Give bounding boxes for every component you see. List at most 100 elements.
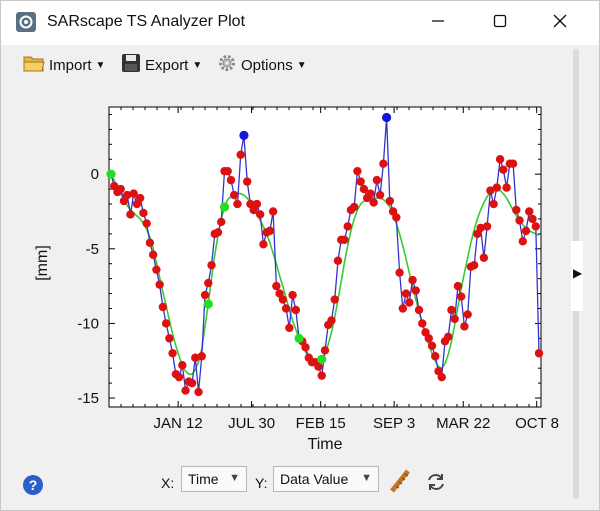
data-point[interactable] (207, 261, 216, 270)
data-point[interactable] (385, 196, 395, 206)
highlighted-smooth-point[interactable] (106, 169, 116, 179)
minimize-button[interactable] (415, 1, 461, 45)
data-point[interactable] (408, 275, 417, 285)
side-panel-toggle[interactable] (571, 241, 583, 311)
data-point[interactable] (230, 190, 239, 200)
options-menu-button[interactable]: Options ▼ (217, 53, 307, 77)
highlighted-raw-point[interactable] (239, 130, 249, 140)
time-series-chart[interactable]: 0 -5 -10 -15 JAN 12 JUL 30 FEB 15 SEP 3 MAR 22 O… (1, 85, 571, 461)
data-point[interactable] (278, 295, 288, 304)
data-point[interactable] (375, 190, 385, 200)
highlighted-smooth-point[interactable] (203, 299, 213, 309)
data-point[interactable] (301, 343, 310, 352)
data-point[interactable] (265, 226, 275, 236)
highlighted-raw-point[interactable] (382, 112, 392, 123)
data-point[interactable] (486, 186, 495, 195)
data-point[interactable] (369, 198, 378, 207)
export-menu-button[interactable]: Export ▼ (121, 53, 202, 77)
y-axis-select[interactable]: Data Value ▼ (273, 466, 379, 492)
data-point[interactable] (226, 175, 236, 185)
close-button[interactable] (537, 1, 583, 45)
refresh-icon[interactable] (425, 471, 447, 498)
data-point[interactable] (414, 305, 424, 315)
data-point[interactable] (259, 240, 268, 249)
data-point[interactable] (508, 159, 518, 168)
highlighted-smooth-point[interactable] (317, 354, 327, 364)
data-point[interactable] (168, 349, 177, 358)
expand-right-icon[interactable]: ▶ (573, 266, 583, 280)
data-point[interactable] (204, 278, 213, 288)
data-point[interactable] (116, 184, 125, 194)
data-point[interactable] (411, 286, 420, 295)
maximize-button[interactable] (477, 1, 523, 45)
data-point[interactable] (200, 290, 210, 300)
data-point[interactable] (123, 190, 132, 200)
data-point[interactable] (518, 237, 527, 246)
data-point[interactable] (482, 222, 492, 231)
data-point[interactable] (392, 213, 401, 222)
data-point[interactable] (330, 295, 339, 304)
data-point[interactable] (317, 371, 326, 380)
data-point[interactable] (431, 352, 440, 361)
data-point[interactable] (444, 332, 453, 342)
data-point[interactable] (236, 150, 245, 159)
data-point[interactable] (268, 207, 278, 216)
data-point[interactable] (155, 280, 164, 289)
data-point[interactable] (418, 319, 427, 328)
data-point[interactable] (333, 256, 343, 265)
data-point[interactable] (213, 228, 223, 237)
data-point[interactable] (343, 222, 352, 231)
data-point[interactable] (197, 352, 206, 361)
data-point[interactable] (288, 290, 297, 300)
data-point[interactable] (356, 177, 365, 186)
data-point[interactable] (191, 353, 200, 362)
data-point[interactable] (181, 386, 190, 395)
data-point[interactable] (359, 184, 369, 194)
data-point[interactable] (463, 310, 472, 319)
data-point[interactable] (165, 334, 174, 343)
data-point[interactable] (495, 155, 505, 164)
data-point[interactable] (398, 304, 408, 313)
data-point[interactable] (285, 323, 294, 333)
data-point[interactable] (424, 334, 433, 343)
data-point[interactable] (161, 319, 171, 328)
data-point[interactable] (534, 349, 544, 358)
data-point[interactable] (291, 305, 301, 315)
data-point[interactable] (327, 316, 336, 325)
data-point[interactable] (499, 165, 508, 174)
data-point[interactable] (479, 253, 489, 262)
data-point[interactable] (340, 235, 349, 245)
data-point[interactable] (174, 372, 184, 382)
data-point[interactable] (314, 362, 323, 371)
data-point[interactable] (223, 166, 232, 176)
data-point[interactable] (456, 292, 466, 301)
data-point[interactable] (521, 226, 531, 236)
data-point[interactable] (366, 189, 375, 198)
data-point[interactable] (447, 305, 456, 315)
data-point[interactable] (320, 346, 330, 355)
data-point[interactable] (158, 302, 168, 312)
data-point[interactable] (217, 217, 226, 227)
data-point[interactable] (395, 268, 404, 277)
title-bar[interactable]: SARscape TS Analyzer Plot (1, 1, 599, 45)
data-point[interactable] (145, 238, 155, 248)
data-point[interactable] (460, 322, 469, 331)
data-point[interactable] (135, 193, 145, 203)
data-point[interactable] (281, 304, 291, 313)
data-point[interactable] (272, 281, 281, 291)
data-point[interactable] (139, 208, 148, 218)
data-point[interactable] (129, 189, 138, 198)
import-menu-button[interactable]: Import ▼ (23, 53, 105, 77)
highlighted-smooth-point[interactable] (294, 333, 304, 343)
data-point[interactable] (427, 341, 437, 351)
data-point[interactable] (453, 281, 463, 291)
data-point[interactable] (178, 361, 187, 370)
data-point[interactable] (255, 210, 265, 219)
data-point[interactable] (252, 199, 262, 209)
data-point[interactable] (450, 314, 459, 324)
data-point[interactable] (489, 199, 498, 209)
data-point[interactable] (502, 183, 511, 192)
data-point[interactable] (515, 216, 524, 225)
data-point[interactable] (492, 183, 502, 192)
data-point[interactable] (437, 372, 446, 382)
